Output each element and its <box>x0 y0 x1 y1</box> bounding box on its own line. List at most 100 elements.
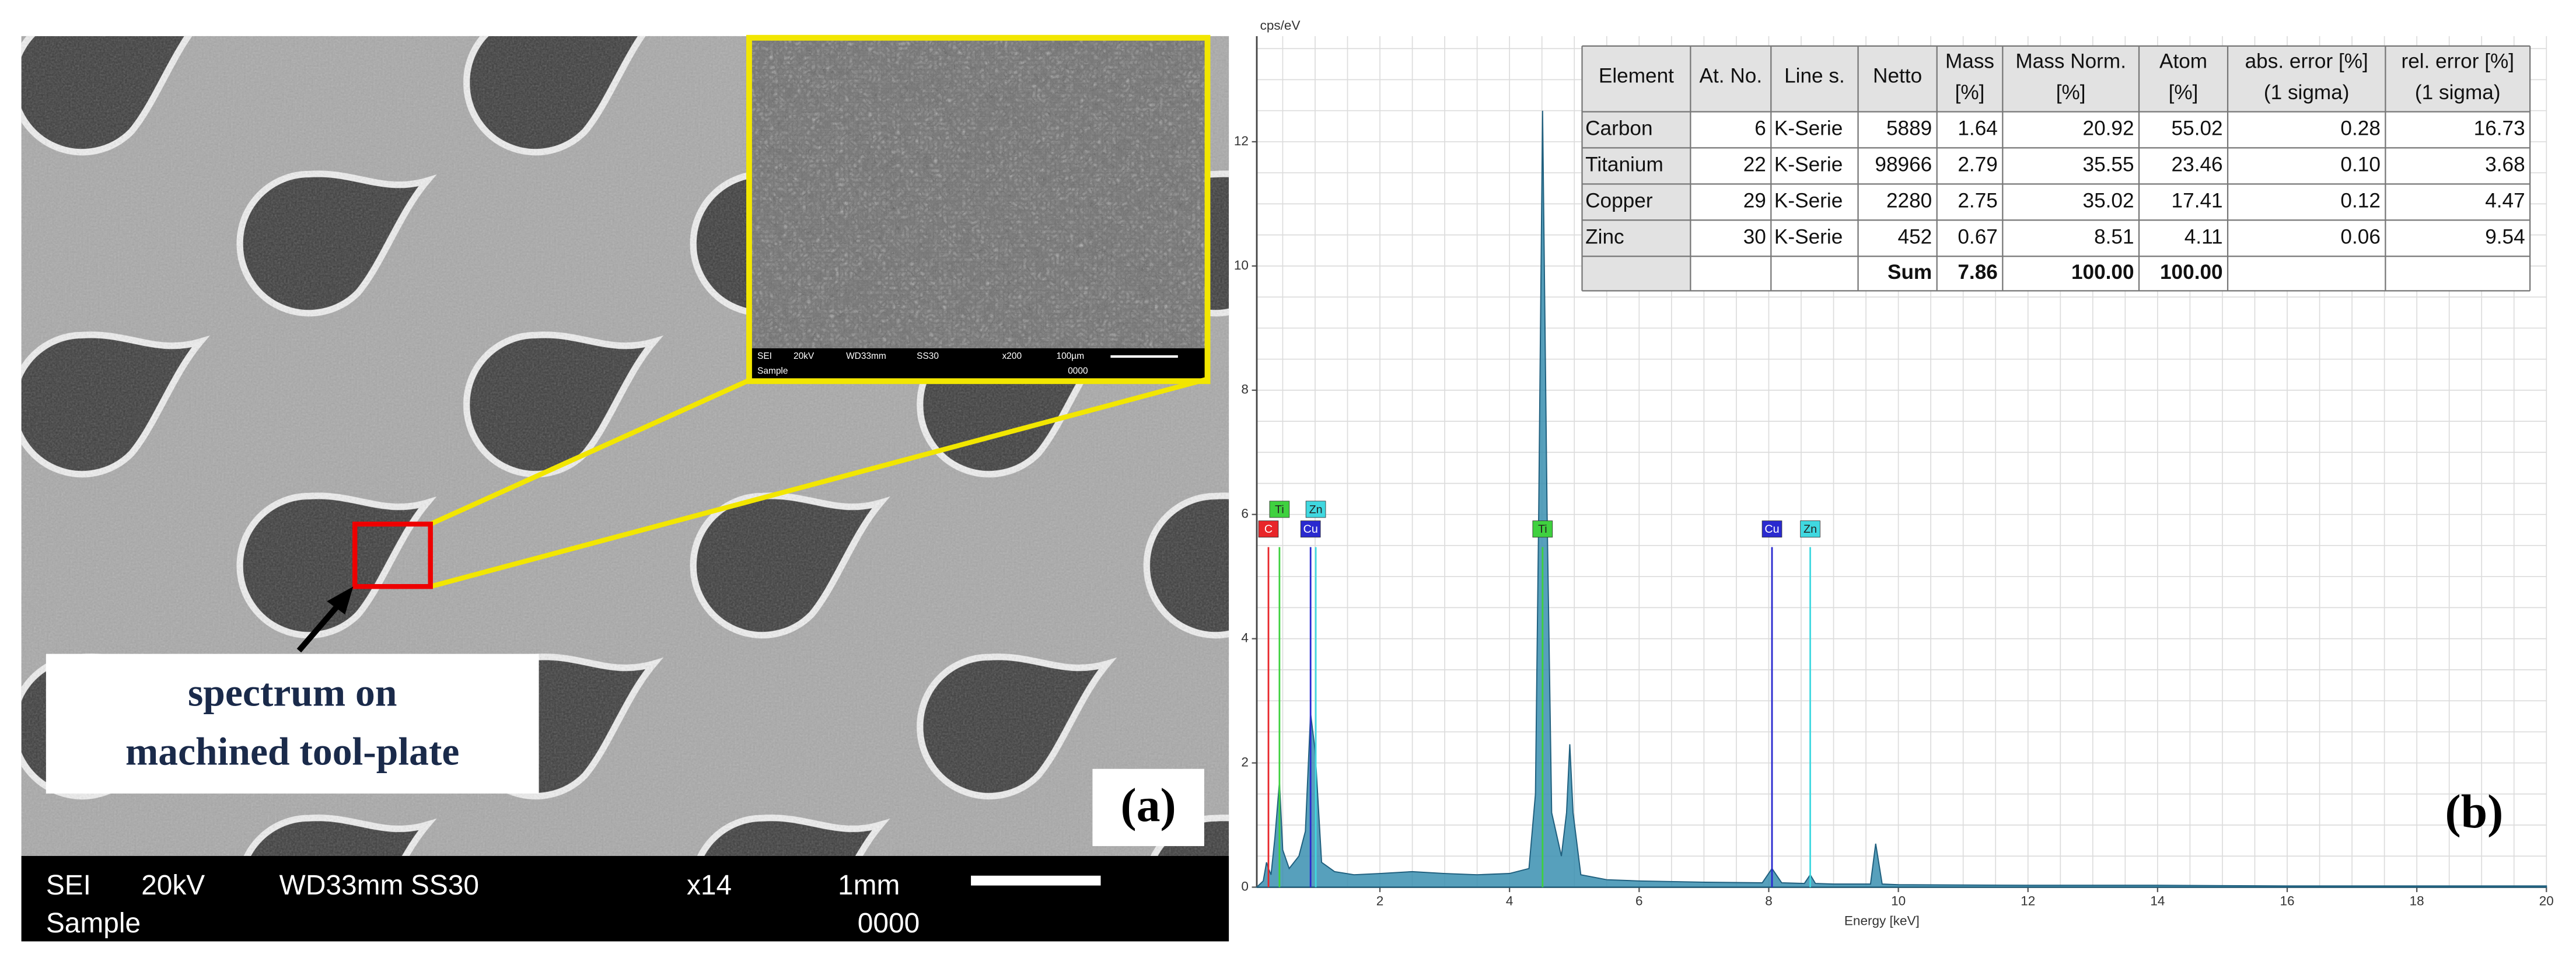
table-cell: 55.02 <box>2172 117 2223 140</box>
table-cell: K-Serie <box>1774 226 1843 249</box>
info-text: x14 <box>687 870 732 901</box>
marker-box <box>1269 501 1290 518</box>
table-cell: Carbon <box>1585 117 1652 140</box>
inset-info-text: WD33mm <box>846 351 886 361</box>
panel-label-box <box>1092 768 1204 847</box>
inset-info-text: 0000 <box>1068 366 1088 376</box>
table-cell: 100.00 <box>2160 261 2223 284</box>
x-tick-label: 4 <box>1506 894 1514 908</box>
element-column-background <box>1582 111 1691 291</box>
column-header: Mass Norm. <box>2015 50 2126 72</box>
table-cell: 452 <box>1898 226 1932 249</box>
column-header: (1 sigma) <box>2264 81 2350 104</box>
y-tick-label: 10 <box>1234 258 1249 272</box>
y-tick-label: 2 <box>1241 754 1249 769</box>
x-tick-label: 2 <box>1376 894 1384 908</box>
column-header: (1 sigma) <box>2415 81 2501 104</box>
table-cell: 5889 <box>1886 117 1932 140</box>
info-text: SEI <box>46 870 91 901</box>
column-header: Mass <box>1945 50 1994 72</box>
table-cell: 3.68 <box>2485 153 2525 176</box>
marker-label: Cu <box>1764 523 1779 536</box>
table-cell: 29 <box>1743 190 1766 212</box>
x-tick-label: 8 <box>1765 894 1773 908</box>
info-text: 20kV <box>141 870 205 901</box>
y-axis-label: cps/eV <box>1260 18 1301 33</box>
table-cell: Zinc <box>1585 226 1624 249</box>
annotation-box <box>46 654 539 794</box>
table-cell: 22 <box>1743 153 1766 176</box>
marker-label: Zn <box>1309 503 1323 516</box>
table-cell: Sum <box>1888 261 1932 284</box>
x-axis-label: Energy [keV] <box>1844 914 1920 928</box>
inset-info-text: SS30 <box>917 351 939 361</box>
panel-label: (a) <box>1121 778 1176 831</box>
info-bar <box>21 855 1229 942</box>
arrow-head <box>327 586 354 615</box>
table-cell: 4.47 <box>2485 190 2525 212</box>
table-cell: 4.11 <box>2184 226 2223 249</box>
y-tick-label: 4 <box>1241 631 1249 645</box>
table-cell: 35.55 <box>2083 153 2134 176</box>
marker-box <box>1532 520 1553 538</box>
column-header: Atom <box>2159 50 2207 72</box>
table-cell: 7.86 <box>1958 261 1998 284</box>
marker-label: Ti <box>1275 503 1284 516</box>
panel-label: (b) <box>2445 785 2504 838</box>
info-text: 1mm <box>838 870 900 901</box>
table-cell: 2280 <box>1886 190 1932 212</box>
inset-info-bar <box>750 348 1206 380</box>
inset-info-text: Sample <box>757 366 788 376</box>
table-cell: 2.79 <box>1958 153 1998 176</box>
results-table: Element At. No. Line s. Netto Mass [%] Mass No… <box>1581 45 2531 292</box>
y-tick-label: 8 <box>1241 382 1249 397</box>
info-text: SS30 <box>411 870 479 901</box>
zoom-line <box>429 377 752 527</box>
x-tick-label: 14 <box>2150 894 2165 908</box>
table-cell: 16.73 <box>2474 117 2525 140</box>
table-cell: K-Serie <box>1774 117 1843 140</box>
table-cell: 9.54 <box>2485 226 2525 249</box>
table-cell: 30 <box>1743 226 1766 249</box>
column-header: At. No. <box>1700 65 1763 88</box>
x-tick-label: 10 <box>1891 894 1906 908</box>
table-cell: K-Serie <box>1774 190 1843 212</box>
marker-label: Zn <box>1803 523 1817 536</box>
y-tick-label: 12 <box>1234 134 1249 148</box>
marker-label: Cu <box>1303 523 1318 536</box>
table-cell: Copper <box>1585 190 1653 212</box>
marker-box <box>1800 520 1820 538</box>
spectrum-chart: 0 2 4 6 8 10 12 2 4 6 8 10 12 14 16 18 20 cps/eV Energy [k… <box>1234 18 2554 928</box>
y-tick-label: 0 <box>1241 879 1249 893</box>
column-header: [%] <box>2169 81 2198 104</box>
column-header: [%] <box>2056 81 2086 104</box>
inset-info-text: SEI <box>757 351 772 361</box>
x-tick-label: 6 <box>1635 894 1643 908</box>
x-tick-label: 16 <box>2280 894 2295 908</box>
table-cell: 35.02 <box>2083 190 2134 212</box>
inset-frame <box>746 34 1211 385</box>
inset-texture <box>750 39 1206 348</box>
table-cell: Titanium <box>1585 153 1663 176</box>
x-tick-label: 12 <box>2021 894 2035 908</box>
table-cell: 20.92 <box>2083 117 2134 140</box>
marker-box <box>1761 520 1782 538</box>
info-text: WD33mm <box>279 870 404 901</box>
annotation: spectrum on <box>188 670 397 714</box>
table-cell: 1.64 <box>1958 117 1998 140</box>
table-cell: 0.12 <box>2340 190 2380 212</box>
spectrum-area <box>352 521 433 589</box>
marker-box <box>1258 520 1279 538</box>
column-header: [%] <box>1955 81 1985 104</box>
arrow-shaft <box>296 601 342 653</box>
table-cell: 0.67 <box>1958 226 1998 249</box>
table-cell: 0.10 <box>2340 153 2380 176</box>
table-cell: 0.06 <box>2340 226 2380 249</box>
column-header: rel. error [%] <box>2401 50 2514 72</box>
info-text: 0000 <box>858 908 920 939</box>
column-header: Netto <box>1873 65 1922 88</box>
table-cell: K-Serie <box>1774 153 1843 176</box>
table-cell: 6 <box>1754 117 1766 140</box>
column-header: abs. error [%] <box>2245 50 2368 72</box>
